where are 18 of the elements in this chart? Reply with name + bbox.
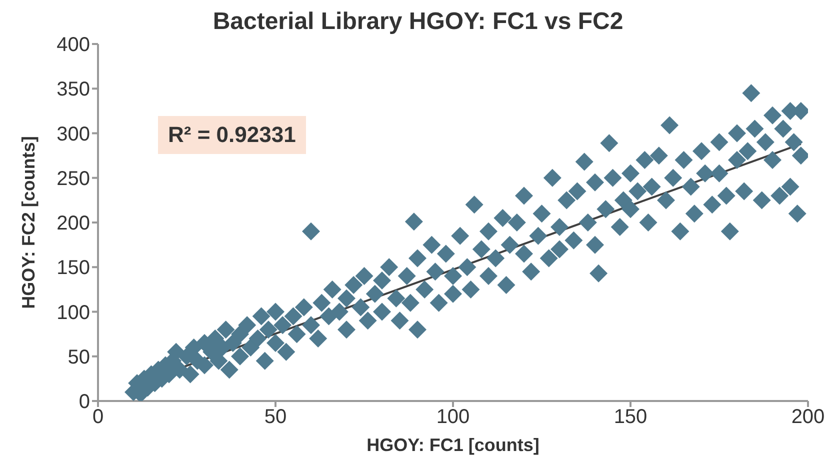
y-tick-label: 250 xyxy=(56,168,90,190)
annotation: R² = 0.92331 xyxy=(158,116,306,154)
y-tick-label: 0 xyxy=(78,391,90,414)
y-tick-label: 50 xyxy=(68,346,90,368)
y-tick-label: 100 xyxy=(56,302,90,324)
x-tick-label: 100 xyxy=(436,406,470,428)
x-tick-label: 50 xyxy=(264,406,287,428)
y-axis-title: HGOY: FC2 [counts] xyxy=(18,136,38,309)
x-tick-label: 200 xyxy=(791,406,825,428)
x-axis-title: HGOY: FC1 [counts] xyxy=(366,435,540,455)
x-tick-label: 0 xyxy=(92,406,104,428)
x-tick-label: 150 xyxy=(614,406,648,428)
y-tick-label: 300 xyxy=(56,123,90,146)
y-tick-label: 200 xyxy=(56,212,90,235)
y-tick-label: 350 xyxy=(56,78,90,101)
y-tick-label: 150 xyxy=(56,257,90,280)
y-tick-label: 400 xyxy=(56,34,90,56)
chart-title: Bacterial Library HGOY: FC1 vs FC2 xyxy=(212,8,624,36)
